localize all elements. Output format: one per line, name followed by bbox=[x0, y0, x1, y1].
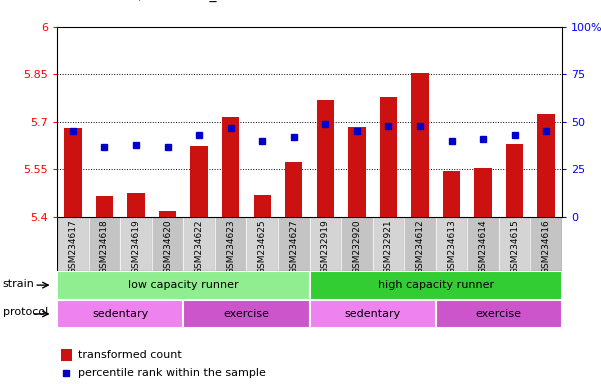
Bar bbox=[57, 300, 183, 328]
Text: exercise: exercise bbox=[476, 309, 522, 319]
Text: GSM234617: GSM234617 bbox=[69, 220, 78, 275]
Bar bbox=[191, 146, 208, 217]
Bar bbox=[96, 196, 113, 217]
Bar bbox=[468, 217, 499, 271]
Text: GSM234614: GSM234614 bbox=[478, 220, 487, 274]
Bar bbox=[254, 195, 271, 217]
Bar bbox=[89, 217, 120, 271]
Bar bbox=[222, 117, 239, 217]
Bar bbox=[506, 144, 523, 217]
Bar bbox=[436, 300, 562, 328]
Text: GSM234616: GSM234616 bbox=[542, 220, 551, 275]
Bar bbox=[57, 271, 310, 300]
Bar bbox=[183, 217, 215, 271]
Bar bbox=[57, 217, 89, 271]
Bar bbox=[373, 217, 404, 271]
Text: high capacity runner: high capacity runner bbox=[377, 280, 494, 290]
Bar bbox=[474, 168, 492, 217]
Bar bbox=[151, 217, 183, 271]
Bar bbox=[183, 300, 310, 328]
Bar bbox=[246, 217, 278, 271]
Text: GSM234625: GSM234625 bbox=[258, 220, 267, 274]
Bar bbox=[380, 96, 397, 217]
Text: GSM232920: GSM232920 bbox=[352, 220, 361, 274]
Text: GSM234620: GSM234620 bbox=[163, 220, 172, 274]
Bar bbox=[310, 271, 562, 300]
Text: sedentary: sedentary bbox=[344, 309, 401, 319]
Text: GSM234627: GSM234627 bbox=[289, 220, 298, 274]
Bar bbox=[436, 217, 468, 271]
Text: strain: strain bbox=[3, 279, 35, 289]
Bar bbox=[159, 211, 176, 217]
Text: GSM234615: GSM234615 bbox=[510, 220, 519, 275]
Bar bbox=[310, 217, 341, 271]
Text: low capacity runner: low capacity runner bbox=[128, 280, 239, 290]
Bar bbox=[499, 217, 531, 271]
Bar bbox=[317, 100, 334, 217]
Bar bbox=[120, 217, 151, 271]
Bar bbox=[64, 128, 82, 217]
Bar bbox=[61, 349, 72, 361]
Bar bbox=[285, 162, 302, 217]
Bar bbox=[127, 193, 145, 217]
Text: transformed count: transformed count bbox=[78, 350, 182, 360]
Bar bbox=[411, 73, 429, 217]
Text: sedentary: sedentary bbox=[92, 309, 148, 319]
Text: percentile rank within the sample: percentile rank within the sample bbox=[78, 367, 266, 377]
Text: GSM234613: GSM234613 bbox=[447, 220, 456, 275]
Bar bbox=[537, 114, 555, 217]
Text: GSM234623: GSM234623 bbox=[226, 220, 235, 274]
Bar bbox=[531, 217, 562, 271]
Text: GSM234618: GSM234618 bbox=[100, 220, 109, 275]
Bar bbox=[404, 217, 436, 271]
Bar bbox=[341, 217, 373, 271]
Text: GSM234612: GSM234612 bbox=[415, 220, 424, 274]
Bar bbox=[348, 127, 365, 217]
Text: GSM234622: GSM234622 bbox=[195, 220, 204, 274]
Text: GSM232919: GSM232919 bbox=[321, 220, 330, 275]
Text: GSM232921: GSM232921 bbox=[384, 220, 393, 274]
Text: GSM234619: GSM234619 bbox=[132, 220, 141, 275]
Bar bbox=[443, 171, 460, 217]
Bar bbox=[310, 300, 436, 328]
Bar bbox=[278, 217, 310, 271]
Text: GDS3131 / 1369537_at: GDS3131 / 1369537_at bbox=[69, 0, 231, 2]
Bar bbox=[215, 217, 246, 271]
Text: protocol: protocol bbox=[3, 308, 48, 318]
Text: exercise: exercise bbox=[224, 309, 269, 319]
